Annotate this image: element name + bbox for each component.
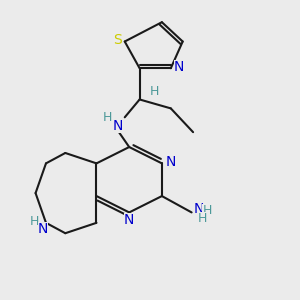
Text: H: H: [150, 85, 159, 98]
Text: N: N: [38, 222, 48, 236]
Text: N: N: [113, 118, 123, 133]
Text: H: H: [202, 203, 212, 217]
Text: H: H: [103, 111, 112, 124]
Text: N: N: [124, 213, 134, 227]
Text: H: H: [198, 212, 208, 226]
Text: N: N: [166, 155, 176, 169]
Text: H: H: [29, 215, 39, 228]
Text: N: N: [194, 202, 204, 216]
Text: S: S: [113, 33, 122, 47]
Text: N: N: [174, 60, 184, 74]
